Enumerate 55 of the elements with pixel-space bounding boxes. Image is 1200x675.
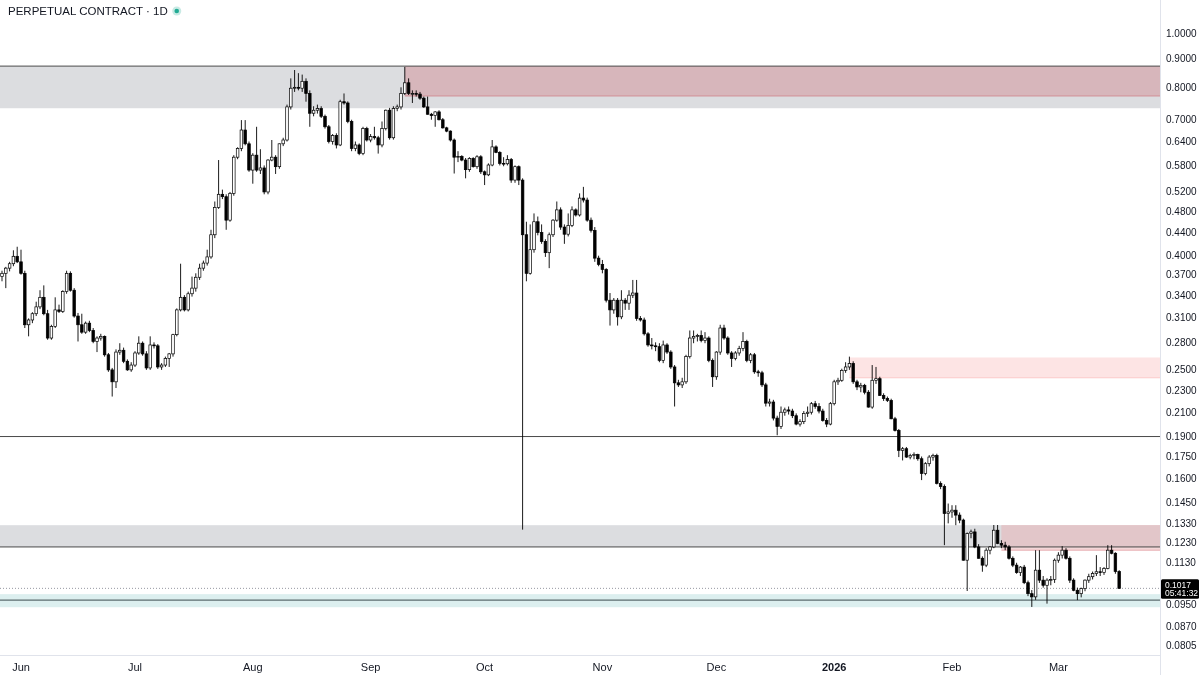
x-tick-label: 2026	[821, 661, 847, 673]
x-tick-label: Jul	[127, 661, 143, 673]
y-tick-label: 0.1230	[1166, 536, 1198, 548]
candlestick	[509, 157, 513, 184]
y-tick-label: 0.3400	[1166, 289, 1198, 301]
ref-line-label: 0.1017	[1165, 579, 1192, 590]
y-tick-label: 0.3100	[1166, 312, 1198, 324]
candlestick	[156, 343, 160, 370]
x-tick-label: Nov	[592, 661, 613, 673]
candlestick	[650, 337, 654, 350]
y-tick-label: 0.8000	[1166, 81, 1198, 93]
y-tick-label: 0.1130	[1166, 557, 1197, 569]
candlestick	[954, 504, 958, 526]
y-tick-label: 0.4000	[1166, 250, 1198, 262]
y-tick-label: 0.4800	[1166, 205, 1198, 217]
y-tick-label: 0.9000	[1166, 53, 1198, 65]
x-tick-label: Dec	[706, 661, 727, 673]
y-tick-label: 0.0870	[1166, 620, 1198, 632]
candlestick	[912, 451, 916, 460]
candlestick	[4, 266, 8, 289]
y-tick-label: 0.6400	[1166, 136, 1198, 148]
y-tick-label: 0.2300	[1166, 384, 1198, 396]
text: 05:41:32	[1165, 588, 1199, 599]
y-tick-label: 0.5800	[1166, 159, 1198, 171]
x-tick-label: Feb	[942, 661, 962, 673]
candlestick	[277, 142, 282, 170]
x-tick-label: Oct	[476, 661, 494, 673]
y-tick-label: 0.2800	[1166, 336, 1198, 348]
y-tick-label: 1.0000	[1166, 27, 1198, 39]
y-tick-label: 0.5200	[1166, 186, 1198, 198]
candlestick	[148, 335, 152, 371]
y-tick-label: 0.4400	[1166, 227, 1198, 239]
y-tick-label: 0.3700	[1166, 269, 1198, 281]
candlestick	[479, 154, 483, 175]
y-tick-label: 0.1600	[1166, 472, 1198, 484]
candlestick	[254, 126, 259, 173]
y-tick-label: 0.1330	[1166, 517, 1198, 529]
y-tick-label: 0.0805	[1166, 639, 1198, 651]
y-tick-label: 0.1750	[1166, 451, 1198, 463]
candlestick	[1045, 577, 1049, 605]
candlestick	[950, 504, 954, 519]
y-tick-label: 0.1900	[1166, 431, 1198, 443]
y-tick-label: 0.2100	[1166, 406, 1198, 418]
y-tick-label: 0.1450	[1166, 496, 1198, 508]
candlestick	[224, 193, 228, 231]
y-tick-label: 0.2500	[1166, 364, 1198, 376]
candlestick	[984, 547, 988, 568]
chart-title: PERPETUAL CONTRACT · 1D	[8, 5, 168, 17]
x-tick-label: Jun	[12, 661, 30, 673]
x-tick-label: Sep	[360, 661, 381, 673]
y-tick-label: 0.7000	[1166, 114, 1198, 126]
candlestick	[661, 340, 665, 364]
x-tick-label: Aug	[243, 661, 263, 673]
x-tick-label: Mar	[1048, 661, 1069, 673]
y-tick-label: 0.0950	[1166, 599, 1198, 611]
